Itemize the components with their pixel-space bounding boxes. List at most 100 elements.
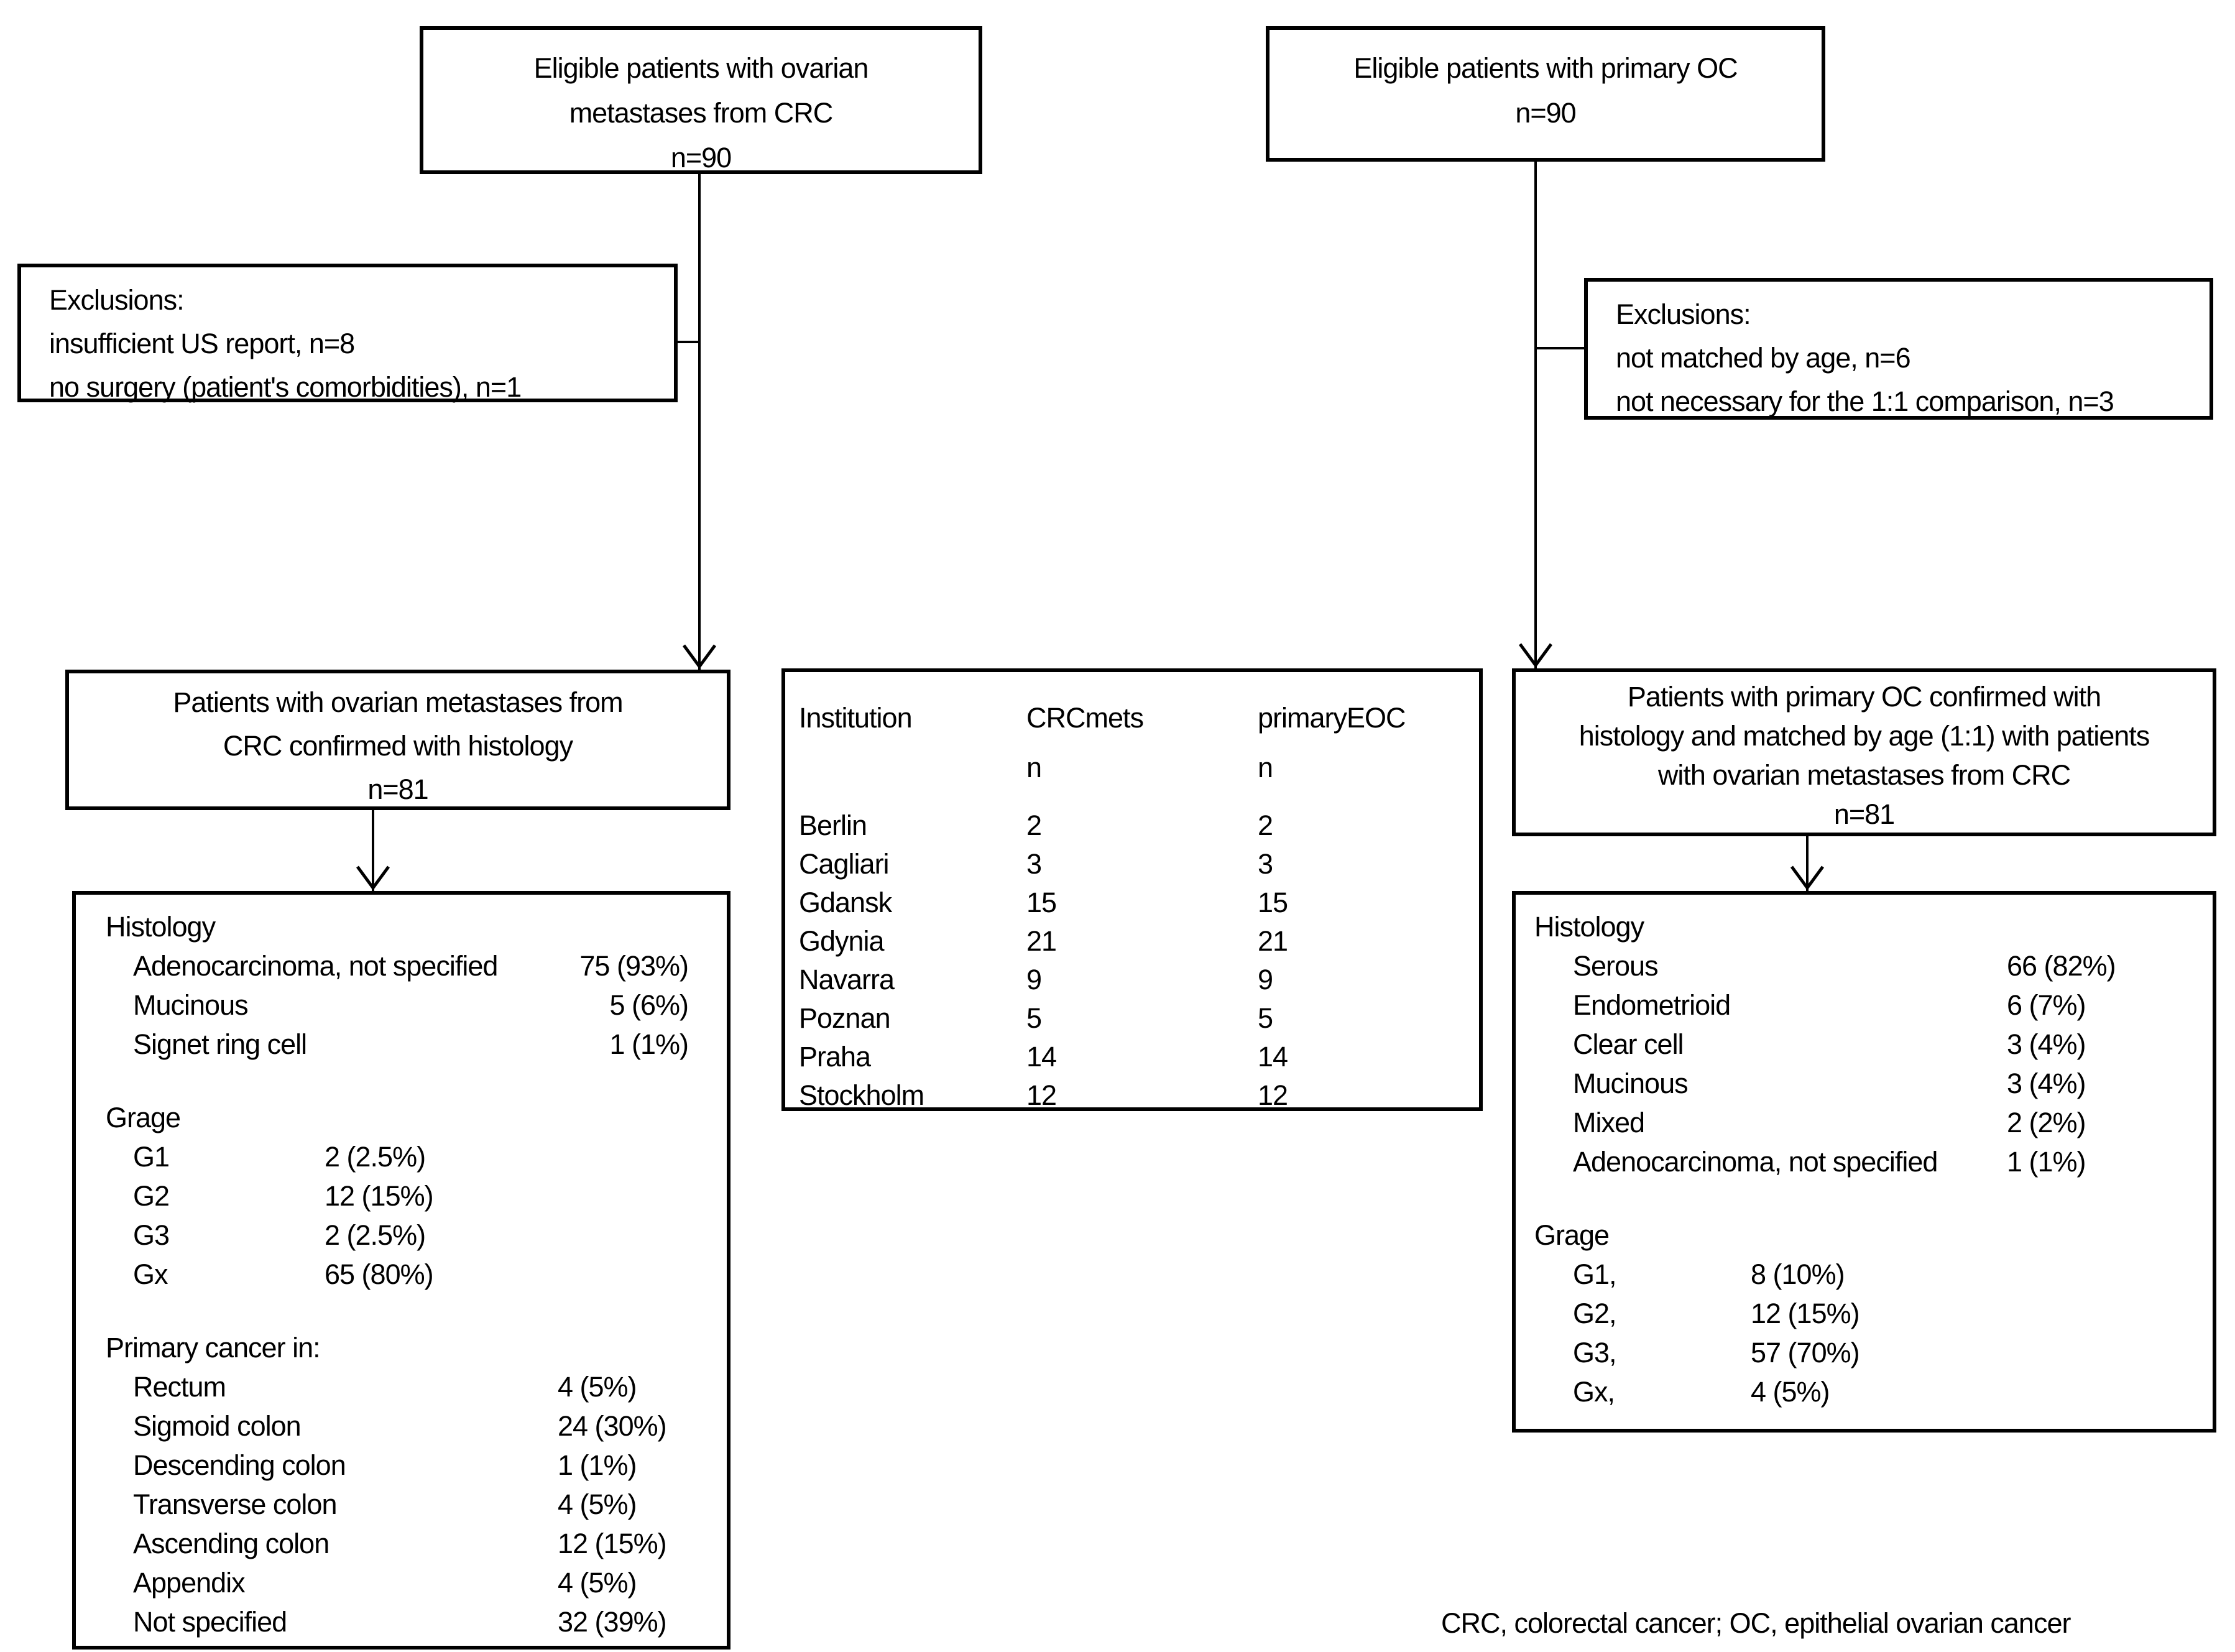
box-eligible-oc: Eligible patients with primary OC n=90 bbox=[1266, 26, 1825, 162]
detail-value: 1 (1%) bbox=[558, 1449, 637, 1481]
crc-grade-title: Grage bbox=[106, 1102, 181, 1133]
box-eligible-crc-line2: metastases from CRC bbox=[569, 97, 834, 129]
confirmed-oc-line2: histology and matched by age (1:1) with … bbox=[1578, 720, 2150, 752]
arrowhead-down-icon bbox=[356, 865, 390, 890]
detail-value: 1 (1%) bbox=[2007, 1146, 2086, 1178]
table-row: Gdansk 15 15 bbox=[785, 883, 1479, 923]
row-primaryeoc-n: 2 bbox=[1258, 810, 1273, 841]
arrowhead-down-icon bbox=[1518, 643, 1553, 667]
detail-value: 4 (5%) bbox=[558, 1488, 637, 1520]
box-confirmed-oc: Patients with primary OC confirmed with … bbox=[1512, 668, 2216, 836]
detail-label: Gx, bbox=[1573, 1376, 1615, 1408]
table-row: Berlin 2 2 bbox=[785, 806, 1479, 846]
detail-row: Gx 65 (80%) bbox=[76, 1255, 727, 1294]
connector-eligible-oc-to-confirmed bbox=[1534, 162, 1537, 668]
detail-label: Endometrioid bbox=[1573, 989, 1731, 1021]
detail-row: G3 2 (2.5%) bbox=[76, 1216, 727, 1255]
confirmed-crc-count: n=81 bbox=[367, 773, 428, 805]
detail-value: 65 (80%) bbox=[325, 1258, 434, 1290]
detail-value: 3 (4%) bbox=[2007, 1028, 2086, 1060]
detail-row: Mixed 2 (2%) bbox=[1516, 1103, 2213, 1142]
row-institution: Praha bbox=[799, 1041, 871, 1073]
exclusions-oc-title: Exclusions: bbox=[1616, 298, 1751, 330]
section-gap bbox=[1516, 1181, 2213, 1216]
row-primaryeoc-n: 15 bbox=[1258, 887, 1288, 918]
detail-label: Mixed bbox=[1573, 1107, 1645, 1138]
detail-row: Transverse colon 4 (5%) bbox=[76, 1485, 727, 1524]
header-crcmets: CRCmets bbox=[1026, 702, 1144, 734]
connector-eligible-crc-to-confirmed bbox=[698, 174, 701, 670]
row-crcmets-n: 5 bbox=[1026, 1002, 1042, 1034]
confirmed-oc-line3: with ovarian metastases from CRC bbox=[1657, 759, 2071, 791]
detail-label: Adenocarcinoma, not specified bbox=[133, 950, 498, 982]
detail-value: 4 (5%) bbox=[558, 1567, 637, 1599]
detail-row: Not specified 32 (39%) bbox=[76, 1602, 727, 1641]
row-crcmets-n: 9 bbox=[1026, 964, 1042, 995]
detail-row: Endometrioid 6 (7%) bbox=[1516, 985, 2213, 1025]
row-crcmets-n: 2 bbox=[1026, 810, 1042, 841]
crc-histology-title: Histology bbox=[106, 911, 216, 943]
detail-value: 32 (39%) bbox=[558, 1606, 667, 1638]
detail-label: Gx bbox=[133, 1258, 168, 1290]
box-eligible-oc-line1: Eligible patients with primary OC bbox=[1353, 52, 1738, 84]
detail-row: G2, 12 (15%) bbox=[1516, 1294, 2213, 1333]
crc-primary-title: Primary cancer in: bbox=[106, 1332, 321, 1364]
detail-row: Appendix 4 (5%) bbox=[76, 1563, 727, 1602]
confirmed-oc-line1: Patients with primary OC confirmed with bbox=[1627, 681, 2101, 713]
detail-row: G2 12 (15%) bbox=[76, 1176, 727, 1216]
row-primaryeoc-n: 12 bbox=[1258, 1079, 1288, 1111]
detail-row: Rectum 4 (5%) bbox=[76, 1367, 727, 1406]
arrowhead-down-icon bbox=[682, 644, 717, 668]
box-exclusions-crc: Exclusions: insufficient US report, n=8 … bbox=[17, 264, 678, 403]
header-institution: Institution bbox=[799, 702, 913, 734]
detail-value: 4 (5%) bbox=[1751, 1376, 1830, 1408]
box-eligible-oc-count: n=90 bbox=[1515, 97, 1576, 129]
row-institution: Berlin bbox=[799, 810, 867, 841]
connector-exclusions-crc-stub bbox=[678, 341, 699, 343]
row-crcmets-n: 21 bbox=[1026, 925, 1057, 957]
detail-value: 12 (15%) bbox=[325, 1180, 434, 1212]
detail-label: G1 bbox=[133, 1141, 170, 1173]
detail-label: G2 bbox=[133, 1180, 170, 1212]
box-confirmed-crc: Patients with ovarian metastases from CR… bbox=[65, 670, 730, 810]
detail-value: 12 (15%) bbox=[558, 1528, 667, 1559]
detail-row: Gx, 4 (5%) bbox=[1516, 1372, 2213, 1411]
connector-confirmed-crc-to-details bbox=[372, 810, 374, 891]
exclusions-crc-title: Exclusions: bbox=[49, 284, 185, 316]
institution-table-header: Institution CRCmets primaryEOC bbox=[785, 698, 1479, 738]
row-institution: Gdynia bbox=[799, 925, 885, 957]
box-details-oc: Histology Serous 66 (82%) Endometrioid 6… bbox=[1512, 891, 2216, 1433]
detail-row: Adenocarcinoma, not specified 1 (1%) bbox=[1516, 1142, 2213, 1181]
detail-label: Ascending colon bbox=[133, 1528, 329, 1559]
table-row: Praha 14 14 bbox=[785, 1037, 1479, 1077]
exclusions-crc-item2: no surgery (patient's comorbidities), n=… bbox=[49, 371, 522, 403]
detail-value: 1 (1%) bbox=[609, 1028, 689, 1060]
row-institution: Navarra bbox=[799, 964, 895, 995]
detail-row: Sigmoid colon 24 (30%) bbox=[76, 1406, 727, 1446]
box-eligible-crc: Eligible patients with ovarian metastase… bbox=[420, 26, 982, 174]
detail-label: Not specified bbox=[133, 1606, 287, 1638]
exclusions-oc-item2: not necessary for the 1:1 comparison, n=… bbox=[1616, 385, 2114, 417]
oc-histology-title: Histology bbox=[1534, 911, 1644, 943]
confirmed-crc-line2: CRC confirmed with histology bbox=[223, 730, 573, 762]
detail-row: Ascending colon 12 (15%) bbox=[76, 1524, 727, 1563]
detail-value: 2 (2.5%) bbox=[325, 1141, 426, 1173]
detail-value: 6 (7%) bbox=[2007, 989, 2086, 1021]
row-primaryeoc-n: 3 bbox=[1258, 848, 1273, 880]
exclusions-crc-item1: insufficient US report, n=8 bbox=[49, 328, 355, 359]
header-primaryeoc: primaryEOC bbox=[1258, 702, 1406, 734]
row-institution: Gdansk bbox=[799, 887, 892, 918]
detail-row: Signet ring cell 1 (1%) bbox=[76, 1025, 727, 1064]
detail-row: Descending colon 1 (1%) bbox=[76, 1446, 727, 1485]
row-crcmets-n: 3 bbox=[1026, 848, 1042, 880]
row-primaryeoc-n: 21 bbox=[1258, 925, 1288, 957]
detail-label: Signet ring cell bbox=[133, 1028, 307, 1060]
header-crcmets-n: n bbox=[1026, 752, 1042, 783]
detail-label: G1, bbox=[1573, 1258, 1617, 1290]
detail-value: 57 (70%) bbox=[1751, 1337, 1860, 1368]
detail-label: Descending colon bbox=[133, 1449, 346, 1481]
detail-value: 12 (15%) bbox=[1751, 1298, 1860, 1329]
row-institution: Stockholm bbox=[799, 1079, 924, 1111]
detail-value: 2 (2.5%) bbox=[325, 1219, 426, 1251]
